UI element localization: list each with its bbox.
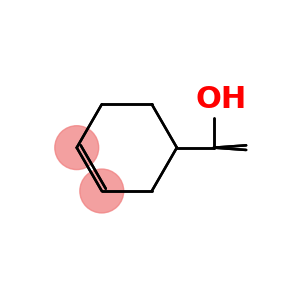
Circle shape <box>55 126 99 169</box>
Text: OH: OH <box>196 85 247 114</box>
Circle shape <box>80 169 124 213</box>
